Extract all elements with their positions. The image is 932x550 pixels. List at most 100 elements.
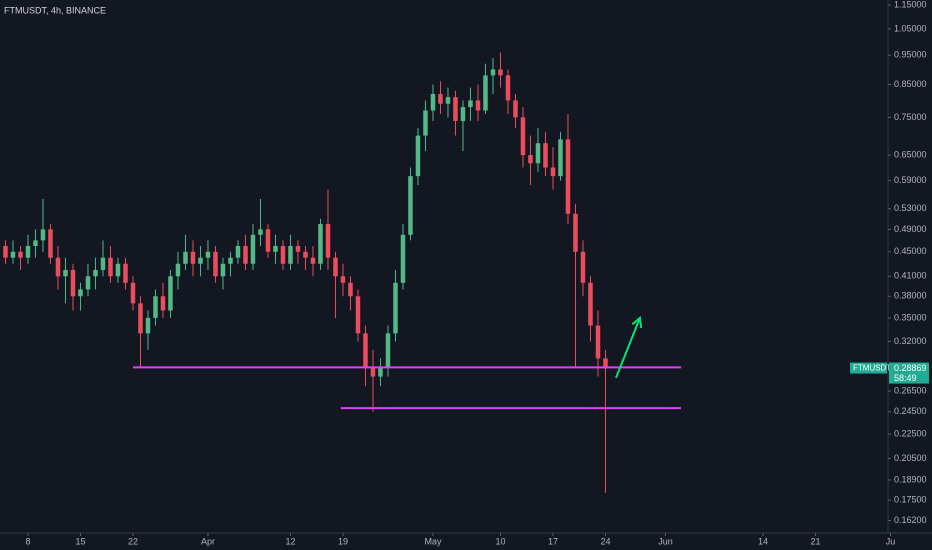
candle-body	[415, 135, 421, 177]
y-tick-label: 0.26500	[894, 385, 927, 395]
candle-body	[393, 282, 398, 334]
candle-body	[595, 325, 601, 359]
x-tick-label: 15	[75, 536, 85, 546]
candle-body	[378, 367, 383, 377]
y-tick-label: 0.95000	[894, 50, 927, 60]
candle-body	[385, 333, 391, 368]
candle-body	[295, 246, 301, 252]
candle-body	[483, 75, 488, 111]
candle-body	[475, 100, 481, 111]
x-tick-label: 19	[338, 536, 348, 546]
countdown-label: 58:49	[894, 373, 917, 383]
candle-body	[423, 110, 428, 136]
x-tick-label: 14	[758, 536, 768, 546]
candle-body	[603, 358, 608, 369]
y-tick-label: 0.22500	[894, 428, 927, 438]
candle-body	[288, 246, 293, 264]
x-tick-label: Ju	[886, 536, 896, 546]
candle-body	[505, 75, 511, 101]
candle-body	[573, 213, 578, 252]
candle-body	[85, 276, 91, 290]
candle-body	[430, 93, 436, 111]
candle-body	[160, 296, 166, 311]
candle-body	[55, 257, 61, 277]
y-tick-label: 0.49000	[894, 224, 927, 234]
candle-body	[558, 139, 563, 177]
candle-body	[40, 229, 46, 241]
candle-body	[528, 155, 533, 164]
candle-body	[235, 246, 241, 258]
candle-body	[363, 333, 368, 368]
candle-body	[63, 269, 68, 277]
y-tick-label: 0.75000	[894, 112, 927, 122]
candle-body	[48, 229, 53, 258]
candle-body	[348, 282, 353, 297]
candle-body	[190, 251, 196, 264]
x-tick-label: 17	[548, 536, 558, 546]
candle-body	[535, 143, 541, 164]
y-tick-label: 0.35000	[894, 312, 927, 322]
candle-body	[513, 100, 518, 118]
candle-body	[220, 263, 226, 277]
symbol-tag	[850, 362, 887, 374]
y-tick-label: 0.24500	[894, 406, 927, 416]
candle-body	[228, 257, 233, 264]
candle-body	[333, 257, 338, 277]
price-tag	[889, 362, 929, 384]
candle-body	[153, 296, 158, 318]
y-tick-label: 0.18900	[894, 474, 927, 484]
y-tick-label: 0.17500	[894, 495, 927, 505]
candle-body	[183, 251, 188, 264]
candle-body	[438, 93, 443, 104]
trend-arrow	[615, 315, 643, 379]
candle-body	[280, 246, 286, 264]
candle-body	[205, 251, 211, 258]
candle-body	[3, 246, 8, 258]
candle-body	[565, 139, 571, 214]
candle-body	[18, 251, 23, 258]
x-tick-label: May	[424, 536, 442, 546]
candle-body	[145, 317, 151, 334]
y-tick-label: 1.05000	[894, 23, 927, 33]
candle-body	[445, 97, 451, 104]
candle-body	[550, 167, 556, 177]
x-tick-label: 10	[495, 536, 505, 546]
candle-body	[543, 143, 548, 168]
candle-body	[580, 251, 586, 283]
candle-body	[33, 240, 38, 247]
x-tick-label: 12	[285, 536, 295, 546]
y-tick-label: 0.38000	[894, 291, 927, 301]
candle-body	[115, 263, 121, 277]
y-tick-label: 0.85000	[894, 79, 927, 89]
y-tick-label: 0.53000	[894, 203, 927, 213]
candle-body	[213, 251, 218, 277]
candle-body	[325, 224, 331, 258]
candle-body	[408, 176, 413, 235]
candle-body	[25, 246, 31, 258]
candle-body	[273, 246, 278, 252]
candle-body	[100, 257, 106, 270]
candle-body	[130, 282, 136, 304]
candle-body	[138, 303, 143, 334]
y-tick-label: 0.65000	[894, 149, 927, 159]
candle-body	[250, 234, 256, 264]
candle-body	[588, 282, 593, 326]
candle-body	[490, 69, 496, 76]
y-tick-label: 0.41000	[894, 271, 927, 281]
candle-body	[10, 251, 16, 258]
y-tick-label: 0.16200	[894, 515, 927, 525]
plot-area	[0, 52, 681, 493]
candle-body	[70, 269, 76, 297]
candle-body	[453, 97, 458, 121]
candle-body	[340, 276, 346, 283]
candle-body	[198, 257, 203, 264]
candle-body	[168, 276, 173, 311]
candle-body	[258, 229, 263, 235]
candle-body	[318, 224, 323, 264]
symbol-tag-label: FTMUSDT	[853, 364, 891, 373]
y-tick-label: 0.32000	[894, 336, 927, 346]
x-tick-label: Jun	[658, 536, 673, 546]
